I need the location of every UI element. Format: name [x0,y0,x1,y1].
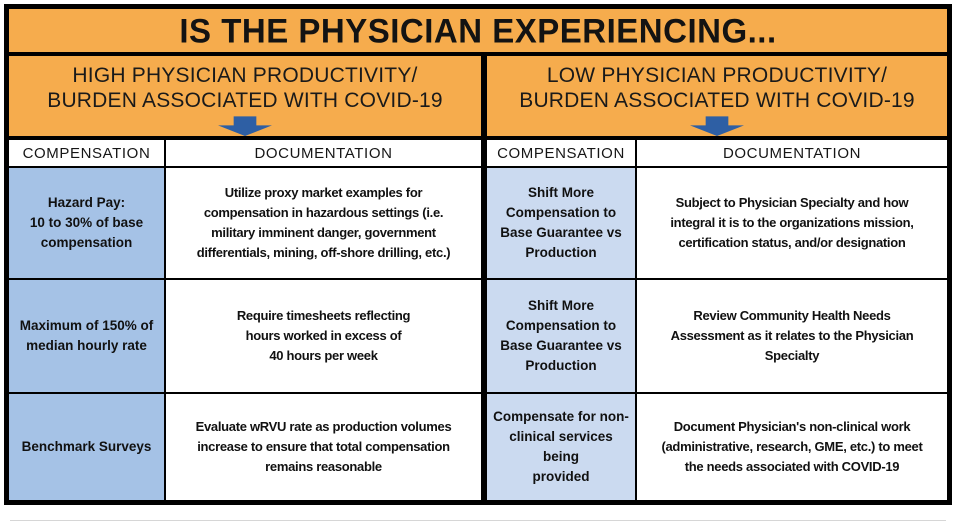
branch-low-productivity: LOW PHYSICIAN PRODUCTIVITY/ BURDEN ASSOC… [481,56,947,136]
low-productivity-table: COMPENSATION DOCUMENTATION Shift More Co… [481,140,947,500]
table-cell-documentation: Utilize proxy market examples for compen… [166,168,481,278]
table-cell-documentation: Require timesheets reflecting hours work… [166,280,481,392]
page-title: IS THE PHYSICIAN EXPERIENCING... [179,10,777,50]
table-cell-documentation: Document Physician's non-clinical work (… [637,394,947,500]
tables-container: COMPENSATION DOCUMENTATION Hazard Pay: 1… [9,140,947,500]
decision-table: IS THE PHYSICIAN EXPERIENCING... HIGH PH… [4,4,952,505]
table-cell-compensation: Benchmark Surveys [9,394,164,500]
table-cell-documentation: Subject to Physician Specialty and how i… [637,168,947,278]
branch-high-productivity: HIGH PHYSICIAN PRODUCTIVITY/ BURDEN ASSO… [9,56,481,136]
table-cell-documentation: Review Community Health Needs Assessment… [637,280,947,392]
table-cell-compensation: Compensate for non- clinical services be… [487,394,635,500]
branch-high-label: HIGH PHYSICIAN PRODUCTIVITY/ BURDEN ASSO… [47,64,443,113]
branch-low-label: LOW PHYSICIAN PRODUCTIVITY/ BURDEN ASSOC… [519,64,915,113]
table-cell-compensation: Shift More Compensation to Base Guarante… [487,168,635,278]
cropped-row-hairline [10,520,946,521]
high-productivity-table: COMPENSATION DOCUMENTATION Hazard Pay: 1… [9,140,481,500]
branch-row: HIGH PHYSICIAN PRODUCTIVITY/ BURDEN ASSO… [9,56,947,140]
down-arrow-icon [690,116,744,136]
table-cell-compensation: Hazard Pay: 10 to 30% of base compensati… [9,168,164,278]
table-cell-compensation: Maximum of 150% of median hourly rate [9,280,164,392]
column-header-compensation: COMPENSATION [487,140,635,166]
title-bar: IS THE PHYSICIAN EXPERIENCING... [9,9,947,56]
table-cell-compensation: Shift More Compensation to Base Guarante… [487,280,635,392]
column-header-compensation: COMPENSATION [9,140,164,166]
column-header-documentation: DOCUMENTATION [637,140,947,166]
down-arrow-icon [218,116,272,136]
column-header-documentation: DOCUMENTATION [166,140,481,166]
table-cell-documentation: Evaluate wRVU rate as production volumes… [166,394,481,500]
